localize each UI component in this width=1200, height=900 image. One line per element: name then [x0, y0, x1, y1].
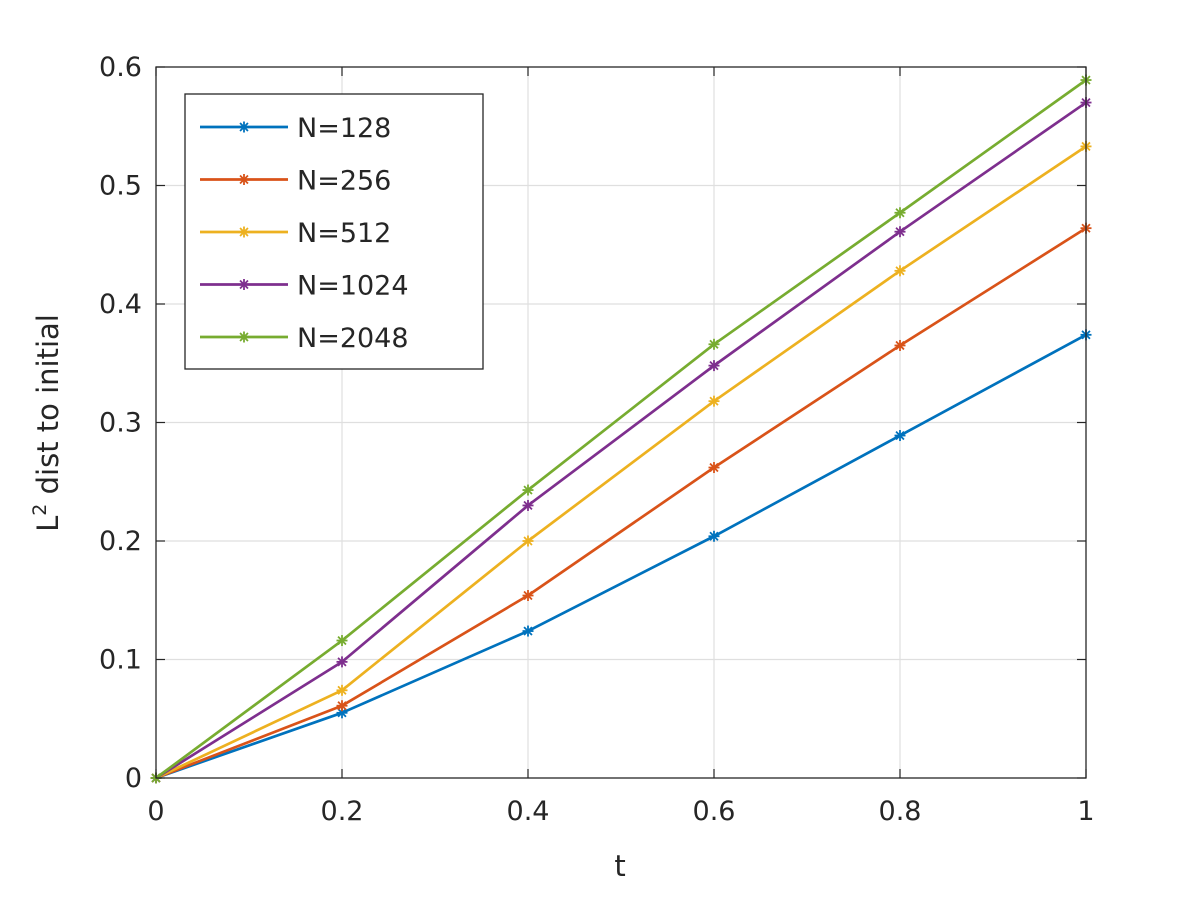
- legend-item: N=128: [200, 113, 391, 144]
- x-axis-label: t: [614, 849, 625, 883]
- data-point: [522, 625, 534, 637]
- data-point: [708, 530, 720, 542]
- data-point: [708, 338, 720, 350]
- x-tick-label: 0.6: [693, 796, 736, 827]
- legend-label: N=128: [297, 113, 391, 144]
- series-line: [155, 227, 1087, 780]
- data-point: [894, 226, 906, 238]
- x-tick-label: 0.8: [879, 796, 922, 827]
- series-line: [155, 101, 1087, 780]
- axes: [155, 66, 1087, 779]
- legend-swatch-marker: [238, 331, 250, 343]
- series-line: [155, 333, 1087, 780]
- legend-swatch-marker: [238, 174, 250, 185]
- x-tick-label: 0.2: [321, 796, 364, 827]
- y-axis-label-rest: dist to initial: [31, 314, 65, 503]
- x-tick-label: 1: [1077, 796, 1094, 827]
- y-tick-label: 0.6: [99, 52, 142, 83]
- y-axis-label-main: L: [31, 516, 65, 532]
- y-tick-label: 0.4: [99, 289, 142, 320]
- data-point: [708, 360, 720, 372]
- legend-label: N=256: [297, 166, 391, 197]
- data-point: [708, 395, 720, 407]
- legend-item: N=1024: [200, 271, 409, 302]
- grid-lines: [156, 67, 1086, 778]
- legend-item: N=2048: [200, 323, 409, 354]
- legend-swatch-marker: [238, 279, 250, 290]
- data-point: [522, 484, 534, 496]
- legend-label: N=2048: [297, 323, 409, 354]
- y-axis-label: L2 dist to initial: [29, 314, 65, 532]
- data-point: [894, 207, 906, 219]
- series-line: [155, 78, 1087, 780]
- data-point: [336, 656, 348, 668]
- y-axis-label-superscript: 2: [29, 504, 51, 516]
- data-point: [894, 265, 906, 277]
- x-tick-label: 0: [147, 796, 164, 827]
- legend: N=128 N=256 N=512 N=1024 N=2048: [184, 93, 484, 370]
- y-tick-label: 0.3: [99, 408, 142, 439]
- series-lines: [150, 74, 1092, 784]
- y-tick-label: 0.2: [99, 526, 142, 557]
- legend-item: N=256: [200, 166, 391, 197]
- legend-label: N=512: [297, 218, 391, 249]
- y-tick-label: 0.5: [99, 171, 142, 202]
- data-point: [336, 635, 348, 647]
- series-line: [155, 145, 1087, 780]
- y-tick-label: 0: [125, 763, 142, 794]
- legend-item: N=512: [200, 218, 391, 249]
- legend-swatch-marker: [238, 121, 250, 133]
- data-point: [336, 700, 348, 712]
- data-point: [522, 499, 534, 511]
- legend-swatch-marker: [238, 226, 250, 238]
- x-tick-label: 0.4: [507, 796, 550, 827]
- data-point: [708, 462, 720, 474]
- legend-label: N=1024: [297, 271, 409, 302]
- data-point: [894, 430, 906, 442]
- data-point: [522, 590, 534, 602]
- data-point: [336, 684, 348, 696]
- data-point: [336, 707, 348, 719]
- tick-labels: 0 0.2 0.4 0.6 0.8 1 0 0.1 0.2 0.3 0.4 0.5 0.6: [99, 52, 1095, 827]
- y-tick-label: 0.1: [99, 645, 142, 676]
- data-point: [522, 535, 534, 547]
- data-point: [894, 339, 906, 351]
